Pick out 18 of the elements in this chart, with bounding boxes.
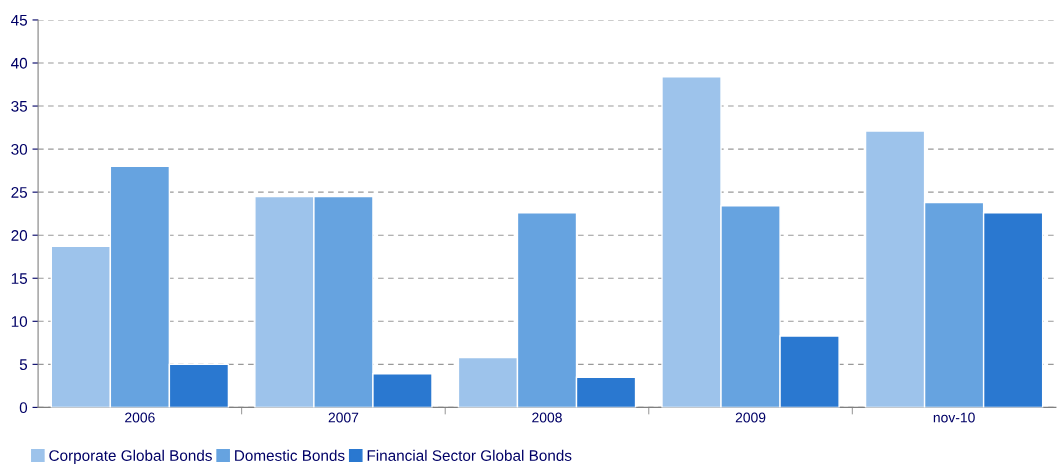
legend-label: Financial Sector Global Bonds bbox=[367, 449, 572, 461]
x-tick-label: 2008 bbox=[532, 412, 562, 423]
y-tick-label: 0 bbox=[19, 402, 28, 414]
y-tick-label: 5 bbox=[19, 359, 28, 371]
x-tick-label: 2009 bbox=[735, 412, 766, 423]
legend-label: Corporate Global Bonds bbox=[49, 449, 212, 464]
x-tick-label: nov-10 bbox=[933, 412, 975, 423]
y-tick-label: 15 bbox=[11, 273, 28, 284]
x-tick-label: 2007 bbox=[328, 412, 359, 423]
y-tick-label: 40 bbox=[11, 57, 28, 69]
y-tick-label: 45 bbox=[11, 14, 28, 26]
legend-label: Domestic Bonds bbox=[235, 449, 345, 461]
y-tick-label: 20 bbox=[11, 230, 28, 241]
y-tick-label: 30 bbox=[11, 143, 28, 155]
x-tick-label: 2006 bbox=[125, 412, 155, 423]
y-tick-label: 25 bbox=[11, 187, 28, 198]
y-tick-label: 35 bbox=[11, 100, 28, 112]
y-tick-label: 10 bbox=[11, 316, 28, 327]
